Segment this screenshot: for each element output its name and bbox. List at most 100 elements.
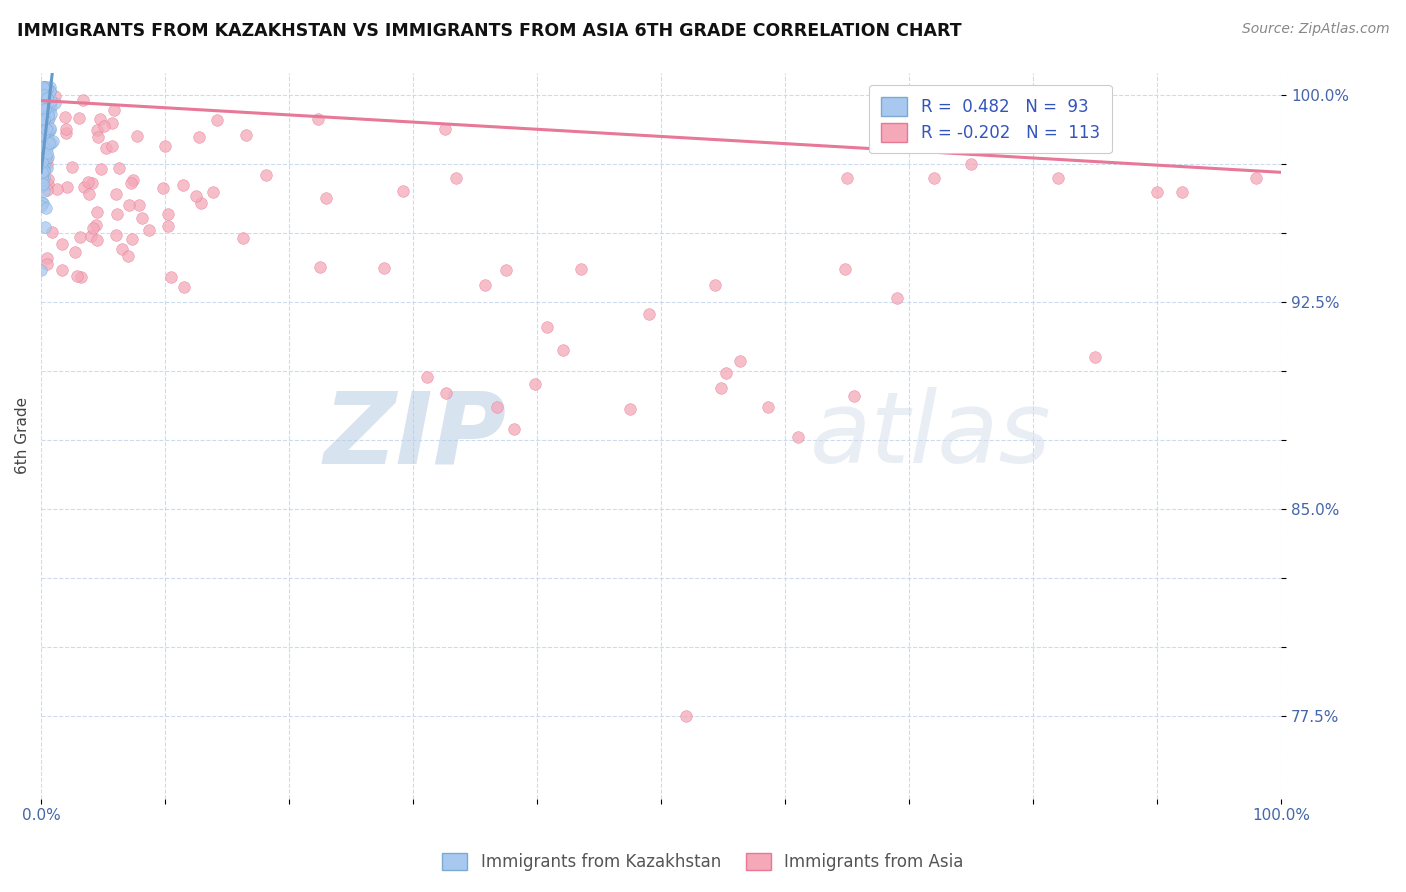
Point	[308, 260, 330, 275]
Point	[53, 110, 76, 124]
Point	[31, 105, 53, 120]
Point	[69, 229, 91, 244]
Point	[32, 159, 55, 173]
Point	[37, 125, 59, 139]
Point	[1246, 170, 1268, 185]
Point	[76, 175, 98, 189]
Point	[101, 139, 124, 153]
Point	[39, 122, 62, 136]
Point	[184, 189, 207, 203]
Point	[35, 121, 58, 136]
Point	[201, 185, 224, 199]
Point	[619, 402, 641, 417]
Legend: R =  0.482   N =  93, R = -0.202   N =  113: R = 0.482 N = 93, R = -0.202 N = 113	[869, 85, 1112, 153]
Point	[110, 242, 132, 256]
Point	[51, 236, 73, 251]
Point	[63, 245, 86, 260]
Point	[37, 113, 59, 128]
Point	[38, 84, 60, 98]
Point	[31, 95, 53, 109]
Point	[80, 228, 103, 243]
Point	[51, 263, 73, 277]
Point	[714, 366, 737, 380]
Point	[37, 122, 59, 136]
Point	[32, 87, 55, 101]
Text: atlas: atlas	[810, 387, 1052, 484]
Point	[31, 155, 53, 169]
Point	[38, 97, 60, 112]
Point	[156, 207, 179, 221]
Point	[31, 165, 53, 179]
Point	[37, 135, 59, 149]
Point	[315, 191, 337, 205]
Point	[37, 157, 59, 171]
Point	[122, 172, 145, 186]
Point	[173, 280, 195, 294]
Point	[31, 145, 53, 160]
Point	[922, 170, 945, 185]
Point	[31, 169, 53, 184]
Point	[38, 104, 60, 119]
Point	[32, 116, 55, 130]
Point	[373, 260, 395, 275]
Point	[786, 430, 808, 444]
Point	[235, 128, 257, 142]
Point	[66, 269, 89, 284]
Point	[138, 222, 160, 236]
Y-axis label: 6th Grade: 6th Grade	[15, 397, 30, 475]
Point	[56, 179, 79, 194]
Point	[34, 220, 56, 235]
Point	[31, 173, 53, 187]
Point	[70, 269, 93, 284]
Point	[35, 161, 58, 176]
Point	[86, 123, 108, 137]
Point	[32, 87, 55, 102]
Point	[156, 219, 179, 234]
Point	[39, 107, 62, 121]
Point	[35, 128, 58, 142]
Point	[32, 139, 55, 153]
Point	[82, 220, 104, 235]
Point	[82, 176, 104, 190]
Point	[37, 131, 59, 145]
Legend: Immigrants from Kazakhstan, Immigrants from Asia: Immigrants from Kazakhstan, Immigrants f…	[434, 845, 972, 880]
Point	[37, 108, 59, 122]
Point	[31, 101, 53, 115]
Point	[55, 126, 77, 140]
Point	[503, 422, 526, 436]
Point	[31, 118, 53, 132]
Point	[756, 401, 779, 415]
Point	[536, 319, 558, 334]
Point	[34, 98, 56, 112]
Point	[94, 141, 117, 155]
Point	[160, 270, 183, 285]
Point	[89, 112, 111, 126]
Point	[444, 171, 467, 186]
Point	[31, 140, 53, 154]
Point	[77, 187, 100, 202]
Point	[842, 389, 865, 403]
Point	[551, 343, 574, 357]
Point	[35, 132, 58, 146]
Point	[391, 184, 413, 198]
Point	[38, 96, 60, 111]
Point	[131, 211, 153, 225]
Point	[1084, 350, 1107, 364]
Point	[37, 150, 59, 164]
Point	[41, 225, 63, 239]
Point	[31, 179, 53, 194]
Point	[32, 87, 55, 101]
Point	[834, 262, 856, 277]
Point	[39, 101, 62, 115]
Point	[38, 84, 60, 98]
Point	[32, 112, 55, 126]
Point	[31, 130, 53, 145]
Point	[307, 112, 329, 126]
Point	[32, 138, 55, 153]
Point	[121, 232, 143, 246]
Point	[1171, 185, 1194, 199]
Point	[39, 94, 62, 108]
Point	[32, 164, 55, 178]
Point	[72, 93, 94, 107]
Point	[46, 182, 69, 196]
